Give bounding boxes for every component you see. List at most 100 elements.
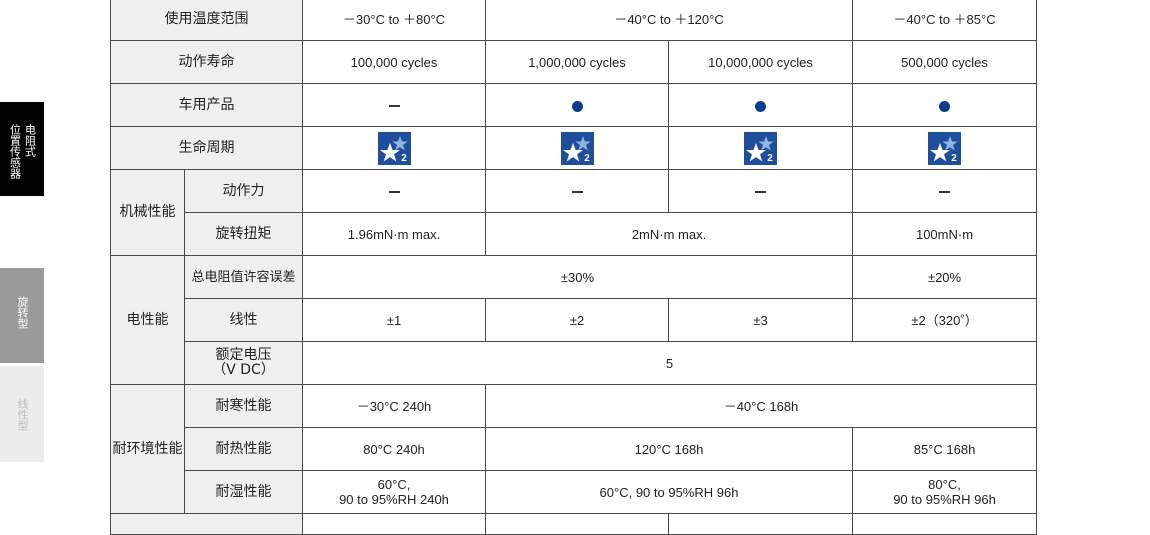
- cold-v1: －30°C 240h: [302, 384, 486, 428]
- group-mechanical: 机械性能: [110, 169, 185, 256]
- next-row-v3: [667, 513, 854, 535]
- side-tab-linear-label: 线性型: [16, 398, 29, 431]
- life-v3: 10,000,000 cycles: [667, 40, 854, 84]
- next-row-v2: [485, 513, 669, 535]
- lifecycle-v2: 2: [485, 126, 669, 170]
- side-tab-rotary-label: 旋转型: [16, 296, 29, 329]
- life-v2: 1,000,000 cycles: [485, 40, 669, 84]
- row-heat: 耐热性能 80°C 240h 120°C 168h 85°C 168h: [111, 427, 1038, 471]
- lifecycle-star-icon: 2: [377, 131, 411, 165]
- label-cold: 耐寒性能: [184, 384, 303, 428]
- side-tab-rotary[interactable]: 旋转型: [0, 268, 44, 363]
- group-environmental: 耐环境性能: [110, 384, 185, 514]
- dash-icon: [388, 105, 400, 107]
- label-voltage-line1: 额定电压: [215, 347, 272, 363]
- row-voltage: 额定电压 （V DC） 5: [111, 341, 1038, 385]
- lifecycle-icon-number: 2: [767, 153, 773, 164]
- row-force: 机械性能 动作力: [110, 169, 1038, 256]
- row-lifecycle: 生命周期 2 2 2: [110, 126, 1038, 170]
- group-electrical: 电性能: [110, 255, 185, 385]
- label-heat: 耐热性能: [184, 427, 303, 471]
- row-next-partial: [110, 513, 1038, 535]
- cold-v2: －40°C 168h: [484, 384, 1038, 428]
- humid-v3-line2: 90 to 95%RH 96h: [893, 492, 996, 507]
- lifecycle-icon-number: 2: [584, 153, 590, 164]
- side-tab-line-2: 位置传感器: [8, 124, 22, 179]
- filled-circle-icon: [755, 100, 766, 112]
- torque-v3: 100mN·m: [852, 212, 1038, 256]
- side-tab-resistive-position-sensor[interactable]: 电阻式 位置传感器: [0, 102, 44, 196]
- lifecycle-v3: 2: [667, 126, 854, 170]
- lifecycle-v1: 2: [302, 126, 486, 170]
- lin-v3: ±3: [667, 298, 854, 342]
- side-tab-line-1: 电阻式: [23, 124, 37, 157]
- label-voltage: 额定电压 （V DC）: [184, 341, 303, 385]
- force-v2: [485, 169, 669, 213]
- heat-v1: 80°C 240h: [302, 427, 486, 471]
- next-row-v4: [852, 513, 1038, 535]
- label-force: 动作力: [184, 169, 303, 213]
- filled-circle-icon: [571, 100, 583, 112]
- lifecycle-star-icon: 2: [928, 131, 962, 165]
- torque-v1: 1.96mN·m max.: [302, 212, 486, 256]
- lifecycle-star-icon: 2: [744, 131, 777, 165]
- lin-v2: ±2: [485, 298, 669, 342]
- automotive-v1: [302, 83, 486, 127]
- row-linearity: 线性 ±1 ±2 ±3 ±2（320˚）: [111, 298, 1038, 342]
- automotive-v2: [485, 83, 669, 127]
- torque-v2: 2mN·m max.: [484, 212, 854, 256]
- humid-v3: 80°C, 90 to 95%RH 96h: [852, 470, 1038, 514]
- humid-v1: 60°C, 90 to 95%RH 240h: [302, 470, 486, 514]
- spec-table: 使用温度范围 －30°C to ＋80°C －40°C to ＋120°C －4…: [110, 0, 1038, 535]
- label-tolerance: 总电阻值许容误差: [184, 255, 303, 299]
- lifecycle-icon-number: 2: [951, 153, 957, 164]
- next-row-label: [110, 513, 303, 535]
- label-voltage-line2: （V DC）: [212, 362, 275, 378]
- humid-v1-line1: 60°C,: [377, 477, 411, 492]
- next-row-v1: [302, 513, 486, 535]
- row-humid: 耐湿性能 60°C, 90 to 95%RH 240h 60°C, 90 to …: [111, 470, 1038, 514]
- lin-v1: ±1: [302, 298, 486, 342]
- filled-circle-icon: [939, 100, 951, 112]
- force-v1: [302, 169, 486, 213]
- lifecycle-star-icon: 2: [560, 131, 594, 165]
- row-automotive: 车用产品: [110, 83, 1038, 127]
- humid-v3-line1: 80°C,: [928, 477, 961, 492]
- lin-v4: ±2（320˚）: [852, 298, 1038, 342]
- life-v4: 500,000 cycles: [852, 40, 1038, 84]
- dash-icon: [939, 191, 951, 193]
- dash-icon: [388, 191, 400, 193]
- temp-range-v2: －40°C to ＋120°C: [484, 0, 854, 41]
- automotive-v3: [667, 83, 854, 127]
- label-linearity: 线性: [184, 298, 303, 342]
- heat-v2: 120°C 168h: [484, 427, 854, 471]
- tolerance-v1: ±30%: [301, 255, 854, 299]
- voltage-v: 5: [301, 341, 1038, 385]
- lifecycle-v4: 2: [852, 126, 1038, 170]
- row-torque: 旋转扭矩 1.96mN·m max. 2mN·m max. 100mN·m: [111, 212, 1038, 256]
- dash-icon: [571, 191, 583, 193]
- row-tolerance: 电性能 总电阻值许容误差 ±30% ±20%: [110, 255, 1038, 385]
- label-temp-range: 使用温度范围: [110, 0, 303, 41]
- life-v1: 100,000 cycles: [302, 40, 486, 84]
- side-tab-linear[interactable]: 线性型: [0, 366, 44, 462]
- force-v4: [852, 169, 1038, 213]
- label-life: 动作寿命: [110, 40, 303, 84]
- lifecycle-icon-number: 2: [401, 153, 407, 164]
- label-torque: 旋转扭矩: [184, 212, 303, 256]
- label-humid: 耐湿性能: [184, 470, 303, 514]
- humid-v1-line2: 90 to 95%RH 240h: [339, 492, 449, 507]
- label-automotive: 车用产品: [110, 83, 303, 127]
- dash-icon: [755, 191, 766, 193]
- temp-range-v1: －30°C to ＋80°C: [302, 0, 486, 41]
- automotive-v4: [852, 83, 1038, 127]
- heat-v3: 85°C 168h: [852, 427, 1038, 471]
- row-life: 动作寿命 100,000 cycles 1,000,000 cycles 10,…: [110, 40, 1038, 84]
- row-cold: 耐环境性能 耐寒性能 －30°C 240h －40°C 168h: [110, 384, 1038, 514]
- label-lifecycle: 生命周期: [110, 126, 303, 170]
- temp-range-v3: －40°C to ＋85°C: [852, 0, 1038, 41]
- humid-v2: 60°C, 90 to 95%RH 96h: [484, 470, 854, 514]
- row-temp-range: 使用温度范围 －30°C to ＋80°C －40°C to ＋120°C －4…: [110, 0, 1038, 41]
- tolerance-v2: ±20%: [852, 255, 1038, 299]
- force-v3: [667, 169, 854, 213]
